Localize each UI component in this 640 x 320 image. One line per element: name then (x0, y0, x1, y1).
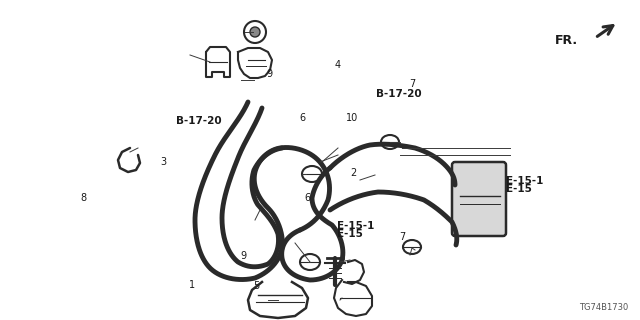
Text: 6: 6 (304, 193, 310, 203)
Text: FR.: FR. (555, 34, 578, 46)
Text: 3: 3 (160, 156, 166, 167)
FancyBboxPatch shape (452, 162, 506, 236)
Text: E-15: E-15 (506, 184, 531, 194)
Text: E-15: E-15 (337, 228, 363, 239)
Text: 9: 9 (240, 251, 246, 261)
Text: 2: 2 (351, 168, 357, 178)
Text: 4: 4 (334, 60, 340, 70)
Text: 1: 1 (189, 280, 195, 290)
Circle shape (250, 27, 260, 37)
Text: E-15-1: E-15-1 (337, 220, 374, 231)
Text: 9: 9 (266, 68, 273, 79)
Text: B-17-20: B-17-20 (376, 89, 422, 100)
Text: E-15-1: E-15-1 (506, 176, 543, 186)
Text: 7: 7 (410, 79, 416, 89)
Text: 5: 5 (253, 281, 259, 291)
Text: 6: 6 (300, 113, 306, 123)
Text: 8: 8 (80, 193, 86, 204)
Text: TG74B1730: TG74B1730 (579, 303, 628, 313)
Text: B-17-20: B-17-20 (176, 116, 221, 126)
Text: 7: 7 (399, 232, 405, 242)
Text: 10: 10 (346, 113, 358, 123)
